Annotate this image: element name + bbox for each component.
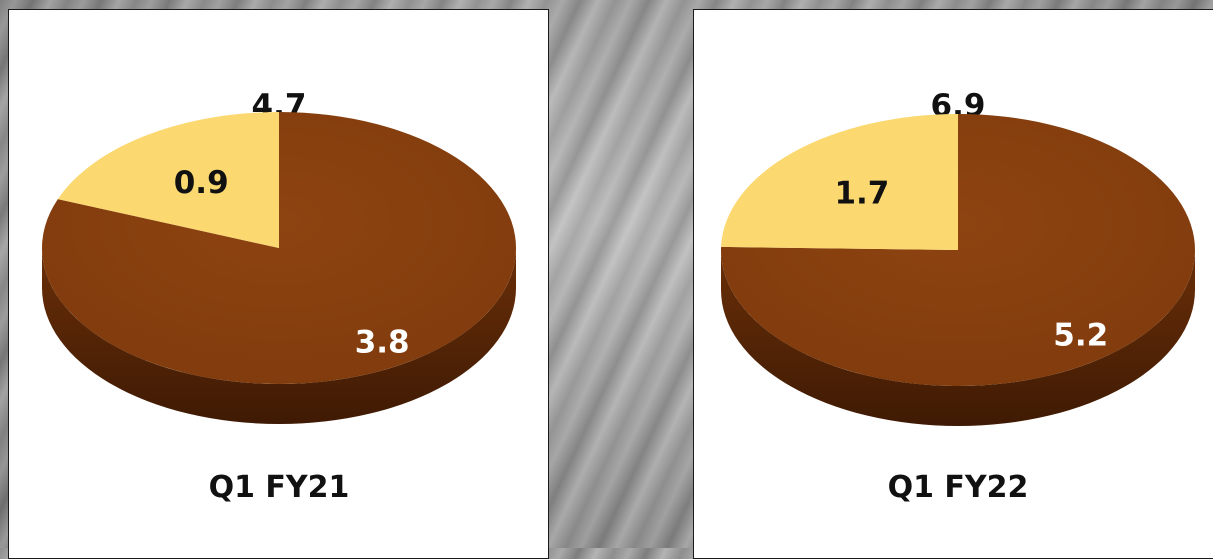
slice-value-label: 0.9 bbox=[174, 165, 229, 201]
pie-chart-q1-fy21: 4.7 3.80.9 Q1 FY21 bbox=[41, 88, 516, 505]
pie-slice-small bbox=[721, 114, 958, 250]
slice-value-label: 5.2 bbox=[1053, 317, 1108, 353]
pie-slice-small bbox=[57, 112, 279, 248]
pie-side-wall bbox=[721, 250, 1195, 426]
slice-value-label: 3.8 bbox=[355, 325, 410, 361]
slice-value-label: 1.7 bbox=[834, 176, 889, 212]
pie-body: 3.8 0.9 bbox=[41, 112, 516, 424]
period-label: Q1 FY21 bbox=[209, 470, 350, 505]
pie-body: 5.2 1.7 bbox=[721, 114, 1195, 426]
chart-panel-q1-fy22: 6.9 5.2 1.7 Q1 FY22 bbox=[693, 9, 1213, 559]
pie-side-wall bbox=[42, 248, 516, 424]
chart-panel-q1-fy21: 4.7 3.8 0.9 Q1 FY21 bbox=[8, 9, 549, 559]
pie-chart-q1-fy22: 6.9 5.21.7 Q1 FY22 bbox=[721, 88, 1195, 505]
period-label: Q1 FY22 bbox=[888, 470, 1029, 505]
